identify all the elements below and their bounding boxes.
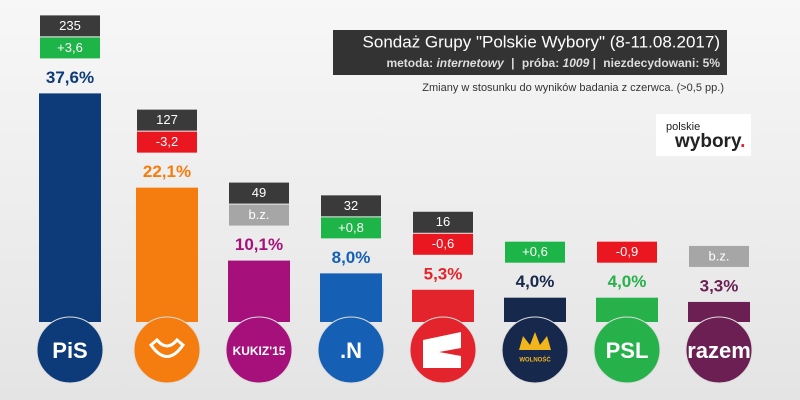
bar — [320, 273, 382, 322]
note: Zmiany w stosunku do wyników badania z c… — [422, 82, 724, 94]
bar — [688, 301, 750, 322]
subtitle-part: próba: — [522, 56, 559, 70]
bar — [228, 260, 290, 322]
subtitle-part: niezdecydowani: 5% — [603, 56, 720, 70]
change-box — [229, 204, 289, 226]
value-label: 22,1% — [143, 162, 191, 181]
subtitle-part: internetowy — [436, 56, 505, 70]
party-logo — [685, 316, 753, 384]
logo-text: . — [740, 131, 745, 152]
seats-label: 127 — [156, 112, 178, 127]
party-logo — [36, 316, 104, 384]
value-label: 4,0% — [608, 272, 647, 291]
subtitle-part: | — [511, 56, 514, 70]
value-label: 4,0% — [516, 272, 555, 291]
value-label: 8,0% — [332, 248, 371, 267]
value-label: 10,1% — [235, 235, 283, 254]
seats-box — [321, 195, 381, 217]
change-box — [505, 241, 565, 263]
change-box — [321, 217, 381, 239]
change-label: +3,6 — [57, 40, 83, 55]
bar — [136, 187, 198, 322]
change-box — [689, 245, 749, 267]
seats-box — [229, 182, 289, 204]
seats-label: 235 — [59, 18, 81, 33]
party-logo — [593, 316, 661, 384]
value-label: 5,3% — [424, 264, 463, 283]
category-label: .N — [340, 338, 362, 363]
seats-label: 32 — [344, 198, 358, 213]
chart-subtitle: metoda: internetowy | próba: 1009 | niez… — [386, 56, 720, 70]
category-label: WOLNOŚĆ — [519, 356, 551, 364]
bar — [39, 93, 101, 322]
logo-shape — [423, 332, 461, 368]
logo-shape — [519, 332, 551, 350]
chart-title: Sondaż Grupy "Polskie Wybory" (8-11.08.2… — [363, 32, 720, 51]
seats-box — [137, 109, 197, 131]
logo-shape — [148, 337, 186, 358]
subtitle-part: | — [593, 56, 596, 70]
seats-box — [40, 15, 100, 37]
subtitle-part: metoda: — [386, 56, 433, 70]
party-logo — [317, 316, 385, 384]
logo-text: polskie — [666, 121, 700, 133]
logo-box — [656, 114, 751, 156]
title-box — [333, 30, 727, 75]
logo-text: wybory — [674, 131, 742, 152]
category-label: PiS — [52, 338, 87, 363]
subtitle-part: 1009 — [563, 56, 590, 70]
change-label: -0,9 — [616, 244, 638, 259]
change-label: -3,2 — [156, 134, 178, 149]
seats-box — [413, 211, 473, 233]
change-box — [597, 241, 657, 263]
party-logo — [133, 316, 201, 384]
seats-label: 16 — [436, 214, 450, 229]
change-label: -0,6 — [432, 236, 454, 251]
change-label: +0,6 — [522, 244, 548, 259]
logo-text: wybory. — [674, 131, 745, 152]
category-label: KUKIZ'15 — [233, 344, 286, 358]
category-label: PSL — [606, 338, 649, 363]
seats-label: 49 — [252, 185, 266, 200]
value-label: 3,3% — [700, 276, 739, 295]
category-label: razem — [687, 338, 751, 363]
change-box — [137, 131, 197, 153]
change-label: b.z. — [249, 207, 270, 222]
change-label: +0,8 — [338, 220, 364, 235]
change-box — [413, 233, 473, 255]
party-logo — [225, 316, 293, 384]
change-label: b.z. — [709, 248, 730, 263]
value-label: 37,6% — [46, 68, 94, 87]
change-box — [40, 37, 100, 59]
